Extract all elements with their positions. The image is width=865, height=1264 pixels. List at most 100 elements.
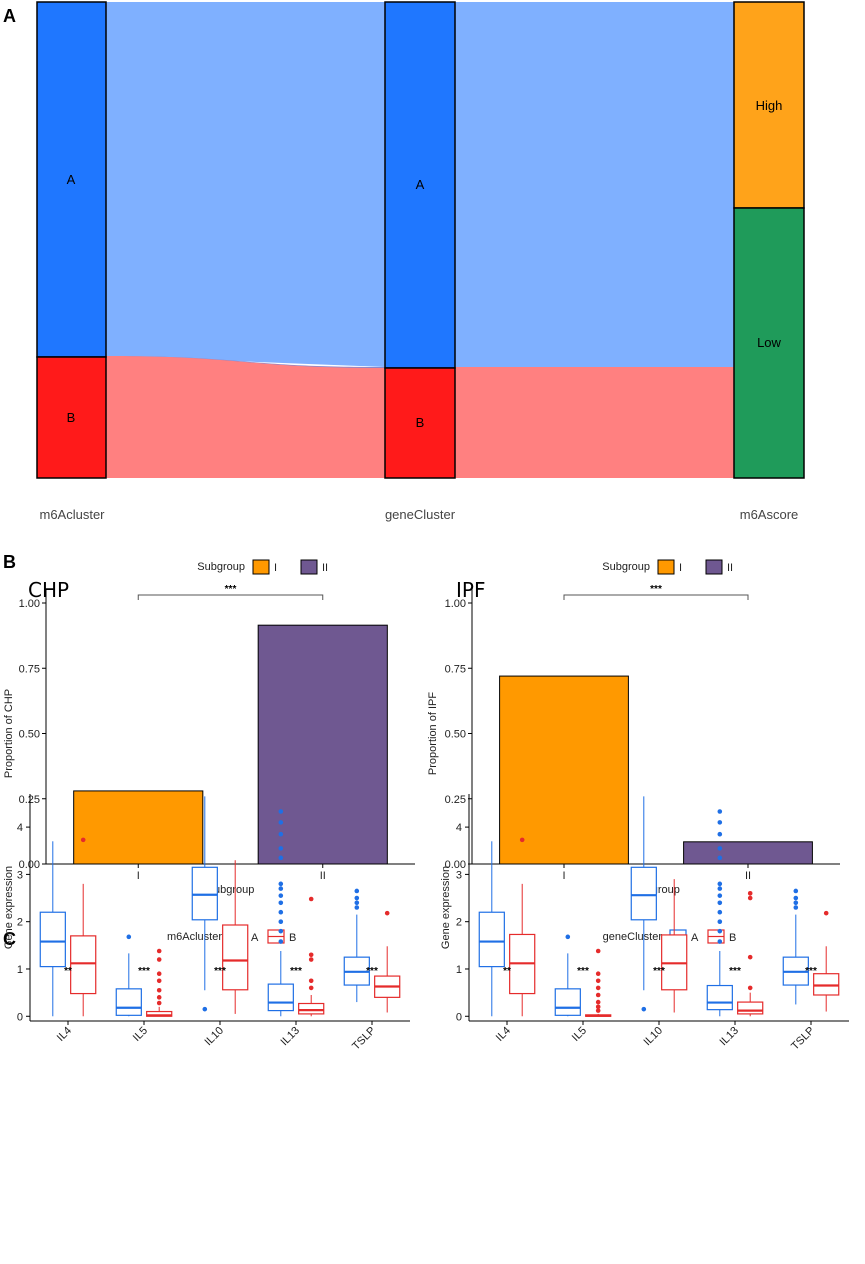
x-tick-label: I: [137, 870, 140, 882]
legend-label: A: [691, 932, 699, 944]
outlier-point: [519, 837, 525, 843]
outlier-point: [565, 934, 571, 940]
node-genecluster-a: [384, 1, 456, 369]
x-tick-label: IL10: [202, 1025, 226, 1049]
box: [813, 973, 840, 996]
bar: [257, 624, 388, 865]
y-axis-title: Proportion of IPF: [427, 692, 439, 775]
y-tick-label: 0.75: [445, 663, 466, 675]
outlier-point: [278, 893, 284, 898]
y-tick-label: 2: [17, 917, 23, 929]
outlier-point: [156, 957, 162, 962]
legend-label: II: [322, 562, 328, 574]
box: [115, 988, 142, 1016]
outlier-point: [278, 886, 284, 891]
x-tick-label: IL13: [278, 1025, 302, 1049]
sankey-axis-label: m6Acluster: [39, 507, 105, 522]
node-m6acluster-a: [36, 1, 107, 358]
x-tick-label: IL5: [131, 1025, 150, 1044]
box: [222, 924, 249, 991]
outlier-point: [156, 978, 162, 984]
node-label: B: [416, 415, 425, 430]
bar-chart: Subgroup I II0.000.250.500.751.00I II***CHP…: [3, 559, 415, 896]
significance-label: ***: [577, 966, 589, 977]
y-tick-label: 3: [456, 869, 462, 881]
node-label: High: [756, 98, 783, 113]
y-tick-label: 0.50: [445, 729, 466, 741]
outlier-point: [717, 893, 723, 898]
significance-label: ***: [805, 966, 817, 977]
legend-label: II: [727, 562, 733, 574]
outlier-point: [156, 987, 162, 993]
outlier-point: [278, 919, 284, 924]
node-label: A: [416, 177, 425, 192]
x-tick-label: TSLP: [789, 1025, 817, 1053]
box: [39, 911, 66, 968]
sankey-axis-label: m6Ascore: [740, 507, 799, 522]
x-tick-label: TSLP: [350, 1025, 378, 1053]
outlier-point: [278, 909, 284, 915]
outlier-point: [278, 820, 284, 825]
outlier-point: [354, 905, 360, 910]
outlier-point: [278, 809, 284, 814]
node-genecluster-b: [384, 367, 456, 479]
legend-label: B: [289, 932, 296, 944]
chart-title: CHP: [28, 578, 69, 602]
bar: [73, 790, 204, 865]
outlier-point: [823, 910, 829, 916]
panel-label-c: C: [3, 929, 16, 949]
outlier-point: [595, 1008, 601, 1013]
outlier-point: [747, 895, 753, 901]
outlier-point: [717, 881, 723, 887]
sankey-diagram: A B A B High Low m6Acluster geneCluster …: [36, 1, 805, 522]
bar-chart: Subgroup I II0.000.250.500.751.00I II***IPF…: [427, 559, 840, 896]
outlier-point: [126, 934, 132, 940]
y-tick-label: 0: [456, 1011, 462, 1023]
outlier-point: [717, 855, 723, 861]
node-m6ascore-low: [733, 207, 805, 479]
outlier-point: [278, 831, 284, 837]
y-axis-title: Gene expression: [440, 866, 452, 949]
outlier-point: [595, 1004, 601, 1010]
node-m6acluster-b: [36, 356, 107, 479]
outlier-point: [80, 837, 86, 843]
significance-bracket: [563, 594, 749, 600]
outlier-point: [308, 985, 314, 991]
boxplot-chart: geneCluster A B 0 1 2 3 4 ** IL4 *** IL5 *** IL10 *** I…: [440, 794, 849, 1053]
chart-title: IPF: [456, 578, 485, 602]
legend-title: geneCluster: [603, 931, 663, 943]
y-tick-label: 1.00: [445, 598, 466, 610]
outlier-point: [717, 919, 723, 924]
x-tick-label: IL5: [570, 1025, 589, 1044]
outlier-point: [793, 888, 799, 894]
outlier-point: [354, 900, 360, 906]
outlier-point: [308, 896, 314, 902]
outlier-point: [278, 928, 284, 934]
y-tick-label: 1: [17, 964, 23, 976]
outlier-point: [278, 881, 284, 887]
box: [298, 1002, 325, 1015]
outlier-point: [384, 910, 390, 916]
x-tick-label: II: [745, 870, 751, 882]
legend-swatch: [300, 559, 318, 575]
outlier-point: [156, 1000, 162, 1006]
significance-label: ***: [729, 966, 741, 977]
outlier-point: [278, 846, 284, 851]
flow-b-score: [455, 367, 734, 478]
box: [478, 911, 505, 968]
y-tick-label: 0.75: [19, 663, 40, 675]
significance-label: ***: [290, 966, 302, 977]
y-tick-label: 1.00: [19, 598, 40, 610]
legend-label: B: [729, 932, 736, 944]
x-tick-label: IL13: [717, 1025, 741, 1049]
outlier-point: [717, 820, 723, 825]
outlier-point: [354, 895, 360, 901]
outlier-point: [717, 900, 723, 906]
y-tick-label: 4: [456, 822, 462, 834]
box: [191, 866, 218, 921]
outlier-point: [717, 809, 723, 814]
box: [70, 935, 97, 995]
outlier-point: [308, 978, 314, 984]
significance-bracket: [137, 594, 324, 600]
y-tick-label: 2: [456, 917, 462, 929]
